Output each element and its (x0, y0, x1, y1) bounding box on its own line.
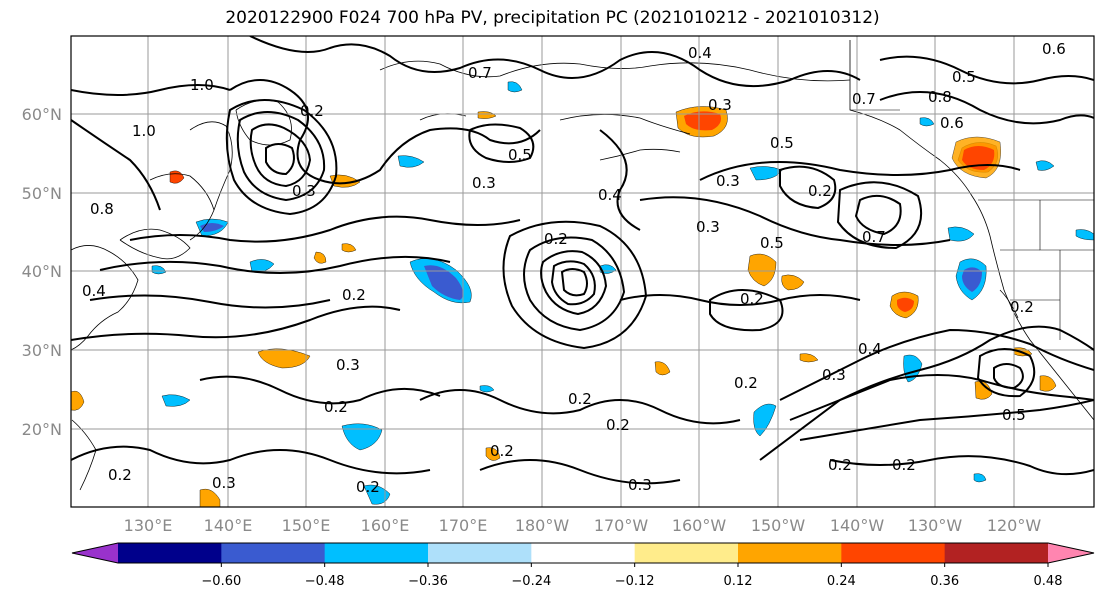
contour-label: 0.4 (82, 282, 106, 300)
contour-label: 0.2 (740, 290, 764, 308)
contour-label: 0.5 (1002, 406, 1026, 424)
contour-label: 0.2 (892, 456, 916, 474)
contour-label: 1.0 (190, 76, 214, 94)
lon-label: 180°W (515, 516, 570, 535)
contour-label: 0.4 (598, 186, 622, 204)
colorbar-tick-label: −0.24 (511, 574, 551, 589)
contour-label: 0.3 (212, 474, 236, 492)
contour-label: 0.2 (734, 374, 758, 392)
contour-label: 0.2 (356, 478, 380, 496)
contour-label: 0.6 (1042, 40, 1066, 58)
lon-label: 170°W (594, 516, 649, 535)
contour-label: 0.2 (300, 102, 324, 120)
contour-label: 0.8 (90, 200, 114, 218)
colorbar-outline (71, 542, 1095, 564)
lon-label: 160°W (672, 516, 727, 535)
contour-label: 0.6 (940, 114, 964, 132)
contour-label: 0.2 (828, 456, 852, 474)
colorbar-segment (841, 543, 946, 563)
colorbar-segment (324, 543, 429, 563)
lon-label: 140°E (204, 516, 253, 535)
contour-label: 0.5 (952, 68, 976, 86)
contour-label: 0.3 (628, 476, 652, 494)
lat-label-60n: 60°N (22, 105, 62, 124)
contour-label: 0.7 (468, 64, 492, 82)
contour-label: 0.2 (324, 398, 348, 416)
lon-label: 130°W (908, 516, 963, 535)
lon-label: 150°W (751, 516, 806, 535)
contour-label: 1.0 (132, 122, 156, 140)
longitude-labels: 130°E 140°E 150°E 160°E 170°E 180°W 170°… (124, 516, 1042, 535)
contour-label: 0.3 (472, 174, 496, 192)
colorbar-tick-label: 0.12 (724, 574, 753, 589)
contour-label: 0.2 (108, 466, 132, 484)
map-frame (70, 35, 1095, 508)
lat-label-40n: 40°N (22, 262, 62, 281)
colorbar-tick-label: −0.48 (305, 574, 345, 589)
contour-label: 0.2 (568, 390, 592, 408)
colorbar-segment (531, 543, 636, 563)
latitude-labels: 60°N 50°N 40°N 30°N 20°N (22, 105, 62, 439)
contour-label: 0.5 (770, 134, 794, 152)
lon-label: 150°E (282, 516, 331, 535)
contour-label: 0.2 (606, 416, 630, 434)
colorbar-segment (738, 543, 842, 563)
colorbar-tick-label: 0.48 (1034, 574, 1063, 589)
colorbar-segment (118, 543, 222, 563)
colorbar-tick-label: −0.60 (201, 574, 241, 589)
lon-label: 120°W (987, 516, 1042, 535)
contour-label: 0.4 (858, 340, 882, 358)
colorbar-extend-low (72, 543, 118, 563)
colorbar-ticks: −0.60 −0.48 −0.36 −0.24 −0.12 0.12 0.24 0.36 0.4… (201, 563, 1063, 589)
contour-label: 0.2 (1010, 298, 1034, 316)
contour-label: 0.5 (760, 234, 784, 252)
colorbar-tick-label: −0.36 (408, 574, 448, 589)
contour-label: 0.2 (342, 286, 366, 304)
colorbar-tick-label: −0.12 (615, 574, 655, 589)
map-title: 2020122900 F024 700 hPa PV, precipitatio… (225, 8, 880, 28)
contour-label: 0.7 (862, 228, 886, 246)
contour-label: 0.3 (822, 366, 846, 384)
pv-contours (71, 36, 1094, 485)
contour-label: 0.3 (336, 356, 360, 374)
contour-label: 0.4 (688, 44, 712, 62)
contour-label: 0.3 (716, 172, 740, 190)
colorbar-segment (944, 543, 1049, 563)
colorbar-segment (428, 543, 532, 563)
colorbar-tick-label: 0.36 (930, 574, 959, 589)
contour-label: 0.2 (544, 230, 568, 248)
contour-label: 0.3 (696, 218, 720, 236)
colorbar-segment (634, 543, 739, 563)
lon-label: 170°E (439, 516, 488, 535)
contour-label: 0.2 (490, 442, 514, 460)
contour-label: 0.5 (508, 146, 532, 164)
lat-label-30n: 30°N (22, 341, 62, 360)
lat-label-20n: 20°N (22, 420, 62, 439)
lon-label: 160°E (361, 516, 410, 535)
lat-label-50n: 50°N (22, 184, 62, 203)
political-borders (850, 109, 1094, 340)
coastlines (71, 40, 1094, 491)
contour-label: 0.2 (808, 182, 832, 200)
contour-label: 0.3 (292, 182, 316, 200)
colorbar-tick-label: 0.24 (827, 574, 856, 589)
contour-labels: 1.0 0.7 0.4 0.3 0.6 0.5 0.2 0.8 0.3 0.5 … (82, 40, 1066, 496)
colorbar (71, 542, 1095, 564)
contour-label: 0.3 (708, 96, 732, 114)
lon-label: 130°E (124, 516, 173, 535)
colorbar-segment (221, 543, 326, 563)
contour-label: 0.7 (852, 90, 876, 108)
colorbar-extend-high (1048, 543, 1094, 563)
contour-label: 0.8 (928, 88, 952, 106)
lon-label: 140°W (830, 516, 885, 535)
